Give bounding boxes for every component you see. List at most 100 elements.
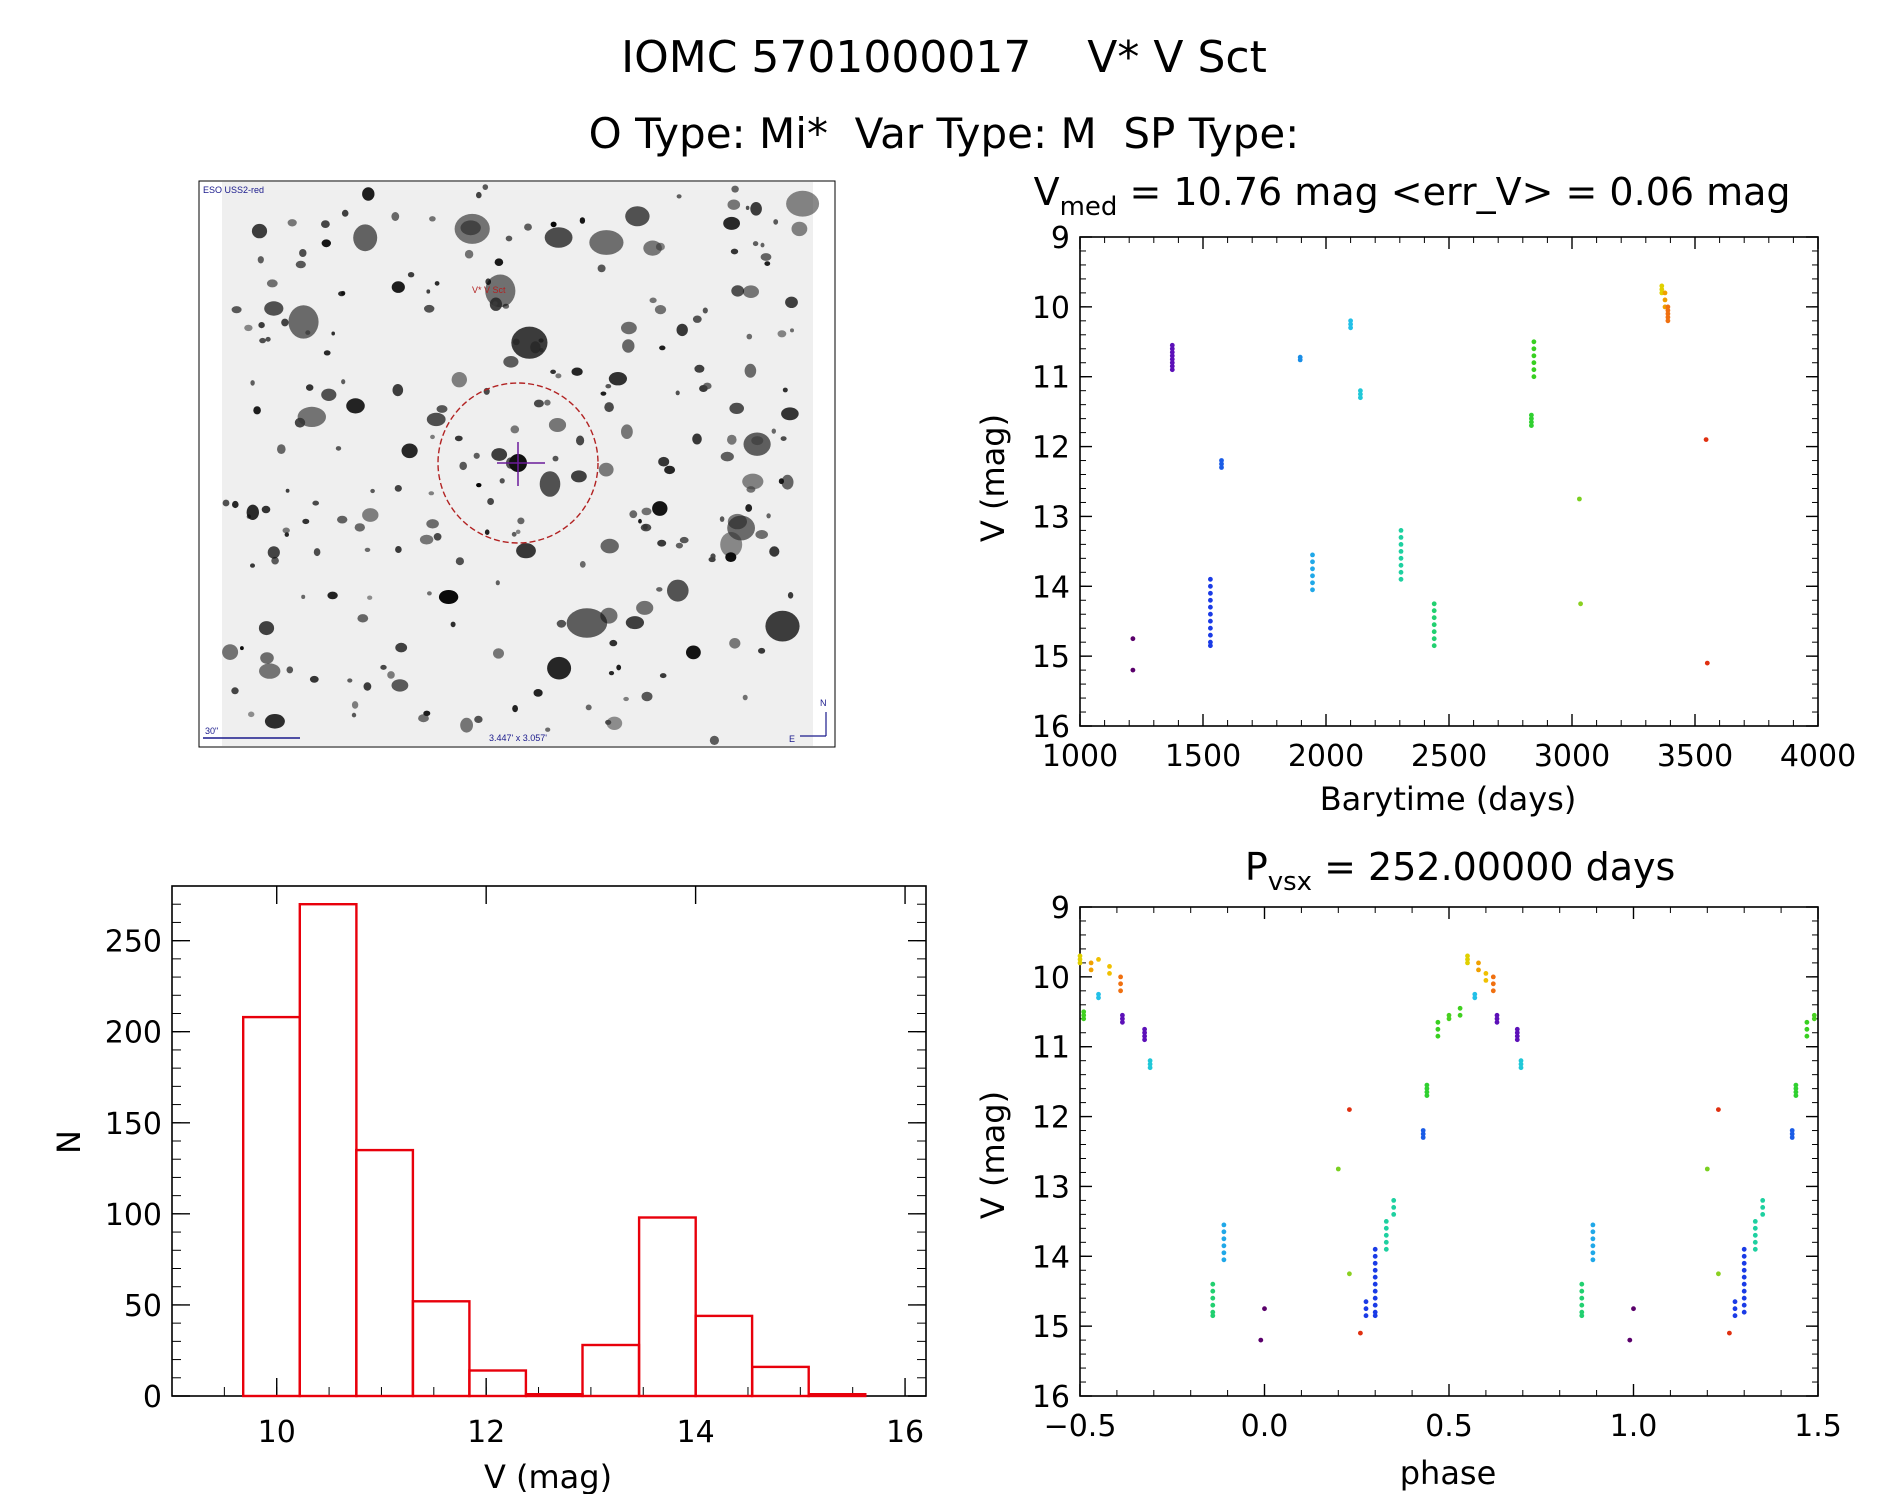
finder-star — [787, 592, 794, 599]
phased-point — [1494, 1016, 1500, 1022]
finder-star — [605, 384, 612, 389]
histogram-xtick-label: 10 — [258, 1415, 296, 1450]
finder-star — [745, 205, 750, 210]
phased-point — [1446, 1016, 1452, 1022]
phased-point — [1631, 1306, 1636, 1312]
phased-point — [1221, 1236, 1227, 1242]
phased-point — [1372, 1260, 1378, 1266]
phased-point — [1579, 1302, 1585, 1308]
phased-point — [1107, 964, 1112, 969]
phased-point — [1335, 1166, 1341, 1172]
finder-star — [744, 363, 757, 378]
finder-star — [623, 696, 629, 702]
lightcurve-point — [1169, 342, 1175, 348]
finder-star — [387, 671, 395, 679]
lightcurve-point — [1208, 632, 1213, 638]
finder-star — [367, 595, 373, 600]
lightcurve-point — [1665, 314, 1671, 320]
finder-star — [638, 518, 642, 524]
finder-star — [494, 258, 504, 267]
lightcurve-point — [1659, 283, 1665, 289]
phased-ytick-label: 16 — [1032, 1380, 1070, 1415]
finder-star — [625, 616, 645, 630]
finder-star — [579, 217, 586, 224]
finder-star — [649, 297, 657, 304]
phased-point — [1391, 1205, 1397, 1210]
phased-point — [1476, 960, 1481, 966]
histogram-bar — [694, 1314, 754, 1398]
phased-point — [1590, 1229, 1596, 1235]
finder-star — [742, 285, 760, 299]
finder-star — [264, 714, 285, 729]
lightcurve-ytick-label: 16 — [1032, 710, 1070, 745]
phased-point — [1446, 1012, 1452, 1018]
finder-star — [505, 235, 513, 242]
finder-star — [727, 513, 748, 530]
finder-star — [576, 435, 585, 446]
finder-star — [659, 345, 666, 351]
phased-point — [1383, 1225, 1389, 1231]
lightcurve-point — [1208, 618, 1213, 624]
finder-star — [556, 619, 567, 628]
finder-star — [727, 199, 741, 210]
lightcurve-point — [1529, 419, 1534, 425]
finder-star — [589, 230, 624, 255]
finder-star — [598, 462, 614, 477]
phased-point — [1741, 1281, 1747, 1287]
finder-star — [331, 331, 336, 336]
phased-point — [1221, 1229, 1227, 1235]
lightcurve-point — [1310, 566, 1315, 572]
phased-point — [1372, 1288, 1378, 1294]
figure-title: IOMC 5701000017 V* V Sct — [621, 32, 1267, 83]
finder-star — [321, 388, 337, 401]
finder-star — [286, 666, 294, 674]
lightcurve-xtick-label: 2000 — [1288, 739, 1364, 774]
lightcurve-point — [1431, 629, 1437, 635]
finder-star — [341, 379, 346, 385]
finder-star — [484, 529, 490, 535]
finder-star — [357, 614, 369, 623]
finder-star — [335, 446, 342, 451]
phased-point — [1210, 1313, 1216, 1319]
phased-point — [1476, 967, 1481, 973]
phased-point — [1358, 1330, 1363, 1336]
lightcurve-point — [1703, 437, 1709, 442]
compass-north-label: N — [820, 698, 827, 708]
finder-star — [550, 369, 556, 374]
finder-star — [418, 714, 429, 723]
finder-star — [305, 330, 311, 335]
finder-star — [327, 591, 338, 600]
phased-point — [1147, 1061, 1153, 1067]
finder-star — [474, 715, 483, 724]
finder-star — [636, 600, 654, 615]
phased-ytick-label: 12 — [1032, 1101, 1070, 1136]
histogram-xtick-label: 12 — [467, 1415, 505, 1450]
finder-star — [364, 547, 371, 553]
finder-star — [266, 279, 278, 288]
lightcurve-point — [1431, 608, 1437, 614]
lightcurve-point — [1169, 349, 1175, 355]
finder-star — [746, 333, 753, 340]
lightcurve-panel: Vmed = 10.76 mag <err_V> = 0.06 mag 1000… — [974, 170, 1856, 818]
lightcurve-point — [1431, 643, 1437, 649]
phased-point — [1518, 1065, 1524, 1071]
lightcurve-point — [1431, 636, 1437, 642]
phased-point — [1793, 1086, 1799, 1091]
lightcurve-xtick-label: 1500 — [1165, 739, 1241, 774]
lightcurve-point — [1169, 346, 1175, 352]
finder-star — [641, 691, 653, 702]
finder-star — [454, 435, 463, 442]
lightcurve-xtick-label: 2500 — [1411, 739, 1487, 774]
finder-star — [608, 372, 628, 386]
phased-point — [1727, 1330, 1732, 1336]
finder-star — [351, 712, 357, 718]
histogram-ytick-label: 250 — [105, 925, 162, 960]
finder-star — [539, 471, 561, 497]
finder-star — [341, 290, 346, 296]
phased-point — [1221, 1222, 1227, 1228]
phased-point — [1347, 1107, 1352, 1112]
finder-star — [686, 645, 701, 660]
finder-star — [679, 536, 689, 544]
phased-point — [1262, 1306, 1267, 1312]
lightcurve-title-sub: med — [1060, 192, 1118, 222]
